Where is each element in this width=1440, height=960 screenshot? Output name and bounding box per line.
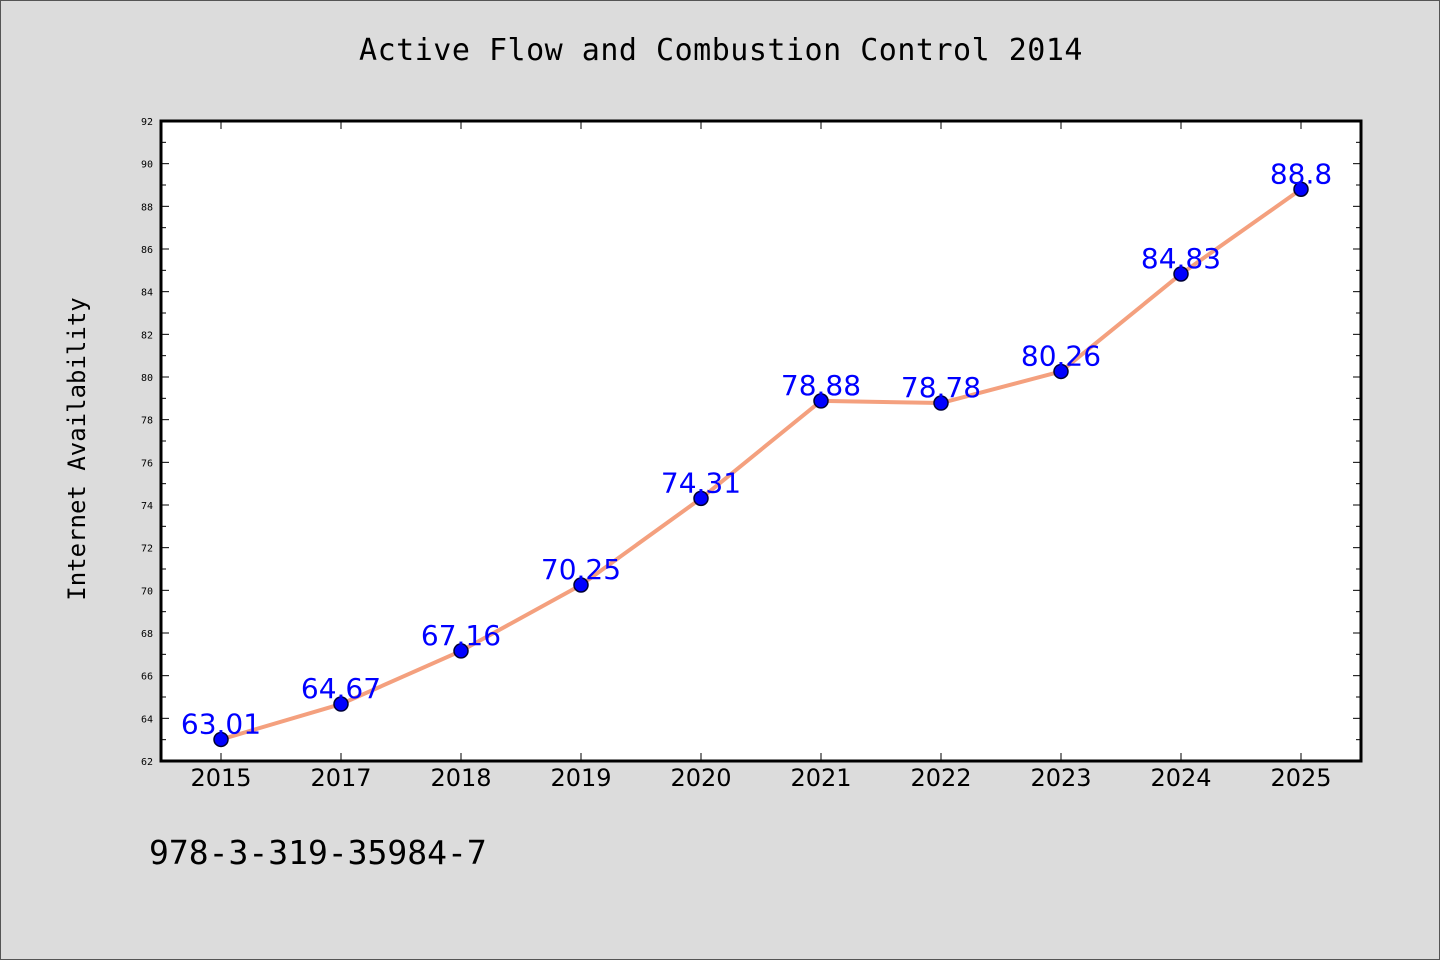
y-tick-label: 70: [141, 586, 153, 597]
y-tick-label: 64: [141, 714, 153, 725]
data-label: 64.67: [301, 672, 381, 705]
y-tick-label: 84: [141, 288, 153, 299]
y-tick-label: 88: [141, 202, 153, 213]
data-label: 63.01: [181, 707, 261, 740]
data-label: 78.88: [781, 369, 861, 402]
y-tick-label: 68: [141, 629, 153, 640]
data-label: 80.26: [1021, 339, 1101, 372]
data-point-marker: [1293, 181, 1309, 198]
data-point-marker: [333, 696, 349, 712]
data-point-marker: [213, 731, 229, 748]
data-point-marker: [453, 643, 469, 659]
data-label: 70.25: [541, 553, 621, 586]
x-tick-label: 2020: [670, 764, 731, 792]
x-tick-label: 2022: [910, 764, 971, 792]
data-point-marker: [573, 577, 589, 593]
footer-isbn-text: 978-3-319-35984-7: [149, 833, 487, 872]
y-tick-label: 90: [141, 160, 153, 171]
x-tick-label: 2018: [430, 764, 491, 792]
series-line: [219, 187, 1303, 742]
y-tick-label: 74: [141, 501, 153, 512]
y-tick-label: 82: [141, 330, 153, 341]
data-point-marker: [813, 393, 829, 409]
y-tick-label: 76: [141, 458, 153, 469]
data-label: 67.16: [421, 619, 501, 652]
y-tick-label: 62: [141, 757, 153, 768]
chart-title: Active Flow and Combustion Control 2014: [359, 33, 1083, 68]
x-tick-label: 2021: [790, 764, 851, 792]
y-tick-label: 72: [141, 544, 153, 555]
x-tick-label: 2019: [550, 764, 611, 792]
data-point-marker: [933, 395, 949, 411]
data-label: 84.83: [1141, 242, 1221, 275]
x-tick-label: 2017: [310, 764, 371, 792]
x-tick-label: 2023: [1030, 764, 1091, 792]
y-tick-label: 78: [141, 416, 153, 427]
x-tick-label: 2025: [1270, 764, 1331, 792]
data-point-marker: [1173, 266, 1189, 282]
data-point-marker: [1053, 363, 1069, 380]
data-label: 88.8: [1270, 157, 1332, 190]
y-tick-label: 66: [141, 672, 153, 683]
plot-area: [159, 119, 1363, 763]
x-tick-label: 2015: [190, 764, 251, 792]
x-tick-label: 2024: [1150, 764, 1211, 792]
y-tick-label: 86: [141, 245, 153, 256]
y-tick-label: 80: [141, 373, 153, 384]
y-tick-label: 92: [141, 117, 153, 128]
y-axis-label: Internet Availability: [63, 297, 91, 600]
data-label: 78.78: [901, 371, 981, 404]
data-point-marker: [693, 490, 709, 507]
data-label: 74.31: [661, 466, 741, 499]
